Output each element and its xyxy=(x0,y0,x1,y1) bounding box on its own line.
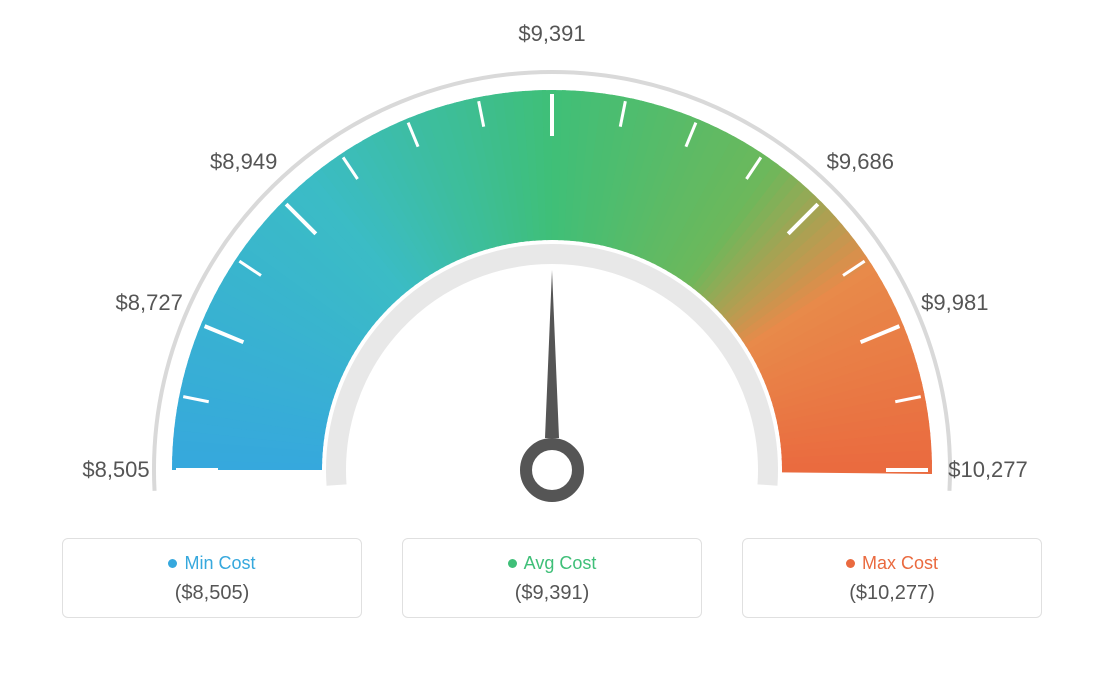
tick-label: $9,981 xyxy=(921,290,988,316)
tick-label: $10,277 xyxy=(948,457,1028,483)
legend-card-avg: Avg Cost ($9,391) xyxy=(402,538,702,618)
needle-hub xyxy=(526,444,578,496)
legend-title-text: Max Cost xyxy=(862,553,938,574)
legend-row: Min Cost ($8,505) Avg Cost ($9,391) Max … xyxy=(0,538,1104,618)
legend-title-text: Min Cost xyxy=(184,553,255,574)
tick-label: $9,391 xyxy=(518,21,585,47)
bullet-icon xyxy=(846,559,855,568)
legend-title-max: Max Cost xyxy=(743,553,1041,574)
gauge-container: $8,505 $8,727 $8,949 $9,391 $9,686 $9,981 $10,… xyxy=(0,0,1104,530)
legend-card-min: Min Cost ($8,505) xyxy=(62,538,362,618)
tick-label: $8,727 xyxy=(116,290,183,316)
bullet-icon xyxy=(168,559,177,568)
legend-card-max: Max Cost ($10,277) xyxy=(742,538,1042,618)
legend-value-avg: ($9,391) xyxy=(403,582,701,605)
legend-value-min: ($8,505) xyxy=(63,582,361,605)
tick-label: $9,686 xyxy=(827,149,894,175)
legend-title-text: Avg Cost xyxy=(524,553,597,574)
bullet-icon xyxy=(508,559,517,568)
tick-label: $8,949 xyxy=(210,149,277,175)
legend-value-max: ($10,277) xyxy=(743,582,1041,605)
legend-title-min: Min Cost xyxy=(63,553,361,574)
needle xyxy=(545,270,559,438)
legend-title-avg: Avg Cost xyxy=(403,553,701,574)
tick-label: $8,505 xyxy=(82,457,149,483)
gauge-svg xyxy=(0,0,1104,530)
